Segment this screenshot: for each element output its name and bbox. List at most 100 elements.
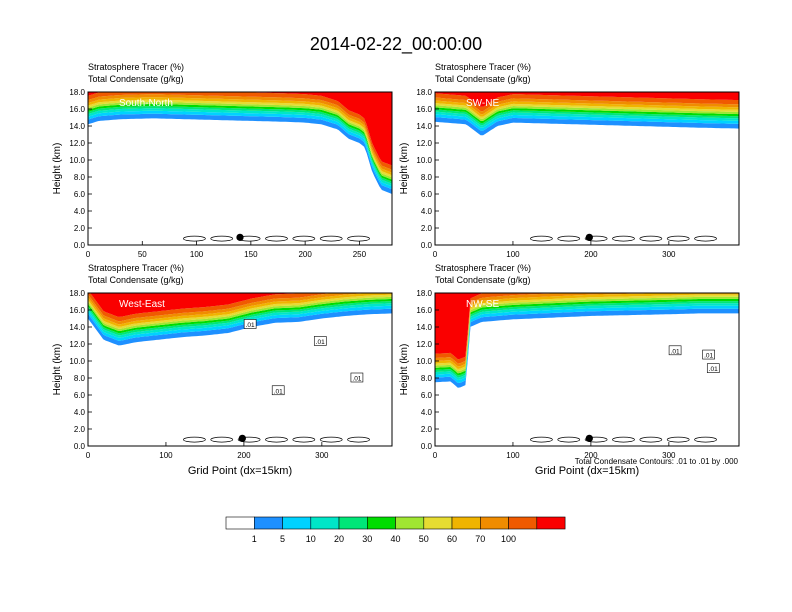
condensate-contour (265, 436, 288, 443)
tracer-field (88, 92, 392, 194)
condensate-contour (530, 436, 553, 443)
y-tick-label: 16.0 (416, 105, 432, 114)
condensate-contour (694, 235, 717, 242)
y-tick-label: 2.0 (74, 425, 86, 434)
colorbar-swatch (479, 516, 509, 530)
x-tick-label: 200 (298, 250, 312, 259)
tracer-band-red (88, 92, 392, 166)
condensate-contour (237, 436, 261, 443)
y-tick-label: 6.0 (74, 391, 86, 400)
tracer-field (435, 293, 739, 388)
y-tick-label: 4.0 (74, 207, 86, 216)
x-tick-label: 100 (190, 250, 204, 259)
condensate-contour (292, 235, 316, 242)
y-tick-label: 6.0 (74, 190, 86, 199)
x-tick-label: 300 (662, 250, 676, 259)
y-tick-label: 8.0 (74, 173, 86, 182)
condensate-contour (584, 235, 608, 242)
colorbar-swatch (254, 516, 283, 530)
y-tick-label: 18.0 (69, 88, 85, 97)
y-tick-label: 0.0 (421, 241, 433, 250)
tracer-band-redorange (88, 293, 392, 322)
colorbar-label: 100 (501, 534, 516, 544)
panel-4: Stratosphere Tracer (%) Total Condensate … (399, 263, 740, 477)
colorbar-swatch (536, 516, 566, 530)
panel-label: SW-NE (466, 98, 499, 109)
x-tick-label: 0 (86, 451, 91, 460)
panel-header-variable-1: Stratosphere Tracer (%) (88, 263, 184, 273)
y-tick-label: 12.0 (416, 340, 432, 349)
x-tick-label: 100 (506, 451, 520, 460)
panel-header-variable-1: Stratosphere Tracer (%) (88, 62, 184, 72)
tracer-band-orange (435, 97, 739, 115)
colorbar-label: 40 (390, 534, 400, 544)
colorbar-swatch (423, 516, 453, 530)
y-tick-label: 18.0 (69, 289, 85, 298)
condensate-contour (292, 436, 316, 443)
y-tick-label: 16.0 (69, 105, 85, 114)
plot-frame (434, 91, 740, 246)
y-tick-label: 8.0 (421, 173, 433, 182)
panel-header-variable-1: Stratosphere Tracer (%) (435, 263, 531, 273)
y-tick-label: 2.0 (421, 425, 433, 434)
y-tick-label: 14.0 (69, 122, 85, 131)
colorbar: 1 5 10 20 30 40 50 60 70 100 (225, 516, 566, 544)
condensate-contour (639, 235, 663, 242)
condensate-contour (319, 235, 343, 242)
location-marker (238, 434, 246, 442)
panel-header-variable-2: Total Condensate (g/kg) (435, 275, 531, 285)
x-axis-label: Grid Point (dx=15km) (188, 465, 292, 477)
condensate-contour (210, 436, 234, 443)
condensate-contour (347, 235, 370, 242)
panel-1: Stratosphere Tracer (%) Total Condensate … (52, 62, 393, 259)
y-tick-label: 10.0 (416, 156, 432, 165)
tracer-band-red (435, 92, 739, 107)
x-tick-label: 100 (159, 451, 173, 460)
contour-label: .01 (671, 348, 680, 355)
condensate-contour (584, 436, 608, 443)
colorbar-swatch (366, 516, 396, 530)
y-tick-label: 12.0 (69, 139, 85, 148)
colorbar-swatch (225, 516, 255, 530)
tracer-band-yellow (435, 103, 739, 119)
colorbar-swatch (395, 516, 425, 530)
location-marker (585, 434, 593, 442)
x-axis-label: Grid Point (dx=15km) (535, 465, 639, 477)
contour-label: .01 (704, 353, 713, 360)
colorbar-label: 60 (447, 534, 457, 544)
panel-header-variable-1: Stratosphere Tracer (%) (435, 62, 531, 72)
y-tick-label: 8.0 (421, 374, 433, 383)
contour-label: .01 (709, 366, 718, 373)
y-axis-label: Height (km) (399, 143, 410, 195)
y-tick-label: 16.0 (69, 306, 85, 315)
condensate-contours (530, 436, 717, 443)
contour-label-box (271, 385, 285, 396)
colorbar-label: 50 (419, 534, 429, 544)
y-tick-label: 4.0 (421, 207, 433, 216)
tracer-band-blue1 (435, 117, 739, 136)
colorbar-label: 30 (362, 534, 372, 544)
y-tick-label: 0.0 (74, 241, 86, 250)
contour-label-box (706, 363, 720, 373)
y-tick-label: 0.0 (421, 442, 433, 451)
y-tick-label: 8.0 (74, 374, 86, 383)
contour-label: .01 (274, 388, 283, 395)
panel-label: South-North (119, 98, 173, 109)
panels: Stratosphere Tracer (%) Total Condensate … (52, 62, 740, 477)
x-tick-label: 50 (138, 250, 147, 259)
panel-2: Stratosphere Tracer (%) Total Condensate … (399, 62, 740, 259)
y-tick-label: 14.0 (416, 122, 432, 131)
condensate-contour (319, 436, 343, 443)
tracer-band-green1 (88, 301, 392, 336)
x-tick-label: 0 (433, 250, 438, 259)
y-tick-label: 18.0 (416, 88, 432, 97)
contour-label-box (313, 336, 327, 346)
x-tick-label: 300 (662, 451, 676, 460)
x-tick-label: 0 (86, 250, 91, 259)
tracer-band-green2 (435, 107, 739, 123)
panel-header-variable-2: Total Condensate (g/kg) (88, 275, 184, 285)
y-tick-label: 14.0 (69, 323, 85, 332)
y-axis-label: Height (km) (52, 344, 63, 396)
panel-header-variable-2: Total Condensate (g/kg) (88, 74, 184, 84)
